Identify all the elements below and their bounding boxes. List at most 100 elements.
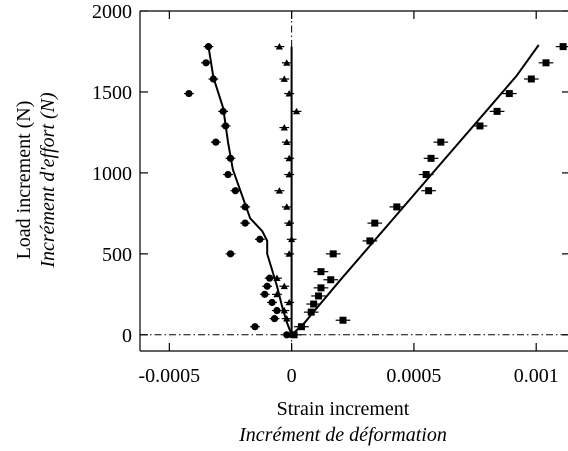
- y-axis-title: Load increment (N): [13, 101, 35, 260]
- data-point-triangle: [284, 170, 295, 178]
- axis-ticks-layer: 0 500 1000 1500 2000 -0.0005 0 0.0005 0.001: [92, 1, 568, 387]
- data-point-triangle: [272, 290, 282, 298]
- triangle-marker: [275, 187, 284, 194]
- square-marker: [339, 316, 347, 324]
- data-point-triangle: [279, 123, 290, 131]
- circle-marker: [251, 323, 259, 331]
- x-tick-label: 0: [287, 365, 297, 387]
- square-marker: [393, 203, 401, 211]
- data-point-square: [303, 308, 319, 316]
- circle-marker: [219, 107, 227, 115]
- y-tick-label: 500: [102, 244, 132, 266]
- triangle-marker: [273, 274, 281, 282]
- triangle-marker: [283, 138, 291, 146]
- triangle-marker: [285, 170, 293, 178]
- data-point-circle: [250, 323, 260, 331]
- circle-marker: [202, 59, 210, 67]
- series-line: [290, 44, 540, 336]
- triangle-marker: [280, 75, 288, 82]
- x-tick-label: 0.001: [514, 365, 559, 387]
- square-marker: [476, 122, 484, 130]
- data-point-triangle: [281, 203, 292, 210]
- x-tick-label: -0.0005: [139, 365, 201, 387]
- data-point-triangle: [286, 235, 297, 243]
- data-point-square: [335, 316, 351, 324]
- square-marker: [317, 268, 325, 276]
- data-point-square: [389, 203, 405, 211]
- data-point-circle: [262, 282, 273, 290]
- data-point-triangle: [281, 138, 292, 146]
- triangle-marker: [285, 154, 293, 162]
- data-point-circle: [225, 154, 236, 162]
- data-point-circle: [240, 219, 251, 227]
- y-axis-title-secondary: Incrément d'effort (N): [37, 92, 59, 269]
- square-marker: [542, 59, 550, 67]
- triangle-marker: [273, 290, 281, 298]
- data-point-circle: [230, 187, 241, 195]
- square-marker: [371, 219, 379, 227]
- y-tick-label: 1500: [92, 82, 132, 104]
- fit-lines-layer: [207, 44, 540, 336]
- data-point-square: [418, 171, 434, 179]
- circle-marker: [231, 187, 239, 195]
- triangle-marker: [285, 298, 293, 306]
- circle-marker: [270, 315, 279, 323]
- circle-marker: [204, 43, 213, 51]
- square-marker: [559, 43, 567, 51]
- circle-marker: [224, 170, 232, 179]
- triangle-marker: [275, 43, 284, 50]
- triangle-marker: [288, 235, 296, 243]
- data-point-square: [313, 268, 329, 276]
- data-point-circle: [267, 298, 277, 307]
- y-tick-label: 0: [122, 325, 132, 347]
- y-tick-label: 1000: [92, 163, 132, 185]
- data-point-circle: [259, 290, 270, 298]
- circle-marker: [241, 219, 249, 227]
- data-point-square: [367, 219, 383, 227]
- square-marker: [366, 237, 374, 245]
- data-point-triangle: [274, 43, 285, 50]
- data-point-square: [362, 237, 378, 245]
- data-point-triangle: [284, 154, 295, 162]
- data-point-square: [501, 90, 517, 98]
- series-line: [207, 46, 293, 336]
- data-point-circle: [208, 75, 219, 83]
- data-point-square: [306, 300, 321, 308]
- data-point-square: [555, 43, 568, 51]
- data-point-circle: [269, 315, 280, 323]
- data-point-triangle: [284, 250, 295, 257]
- triangle-marker: [280, 123, 288, 131]
- circle-marker: [263, 282, 271, 290]
- data-point-triangle: [284, 298, 295, 306]
- data-point-square: [311, 292, 326, 300]
- square-marker: [327, 276, 335, 284]
- y-tick-label: 2000: [92, 1, 132, 23]
- data-point-triangle: [284, 219, 295, 226]
- data-point-circle: [201, 59, 211, 67]
- data-point-triangle: [279, 282, 290, 290]
- data-point-square: [423, 154, 439, 162]
- data-point-circle: [184, 89, 194, 98]
- data-point-triangle: [281, 59, 292, 66]
- data-point-circle: [240, 203, 251, 211]
- data-point-square: [325, 250, 341, 258]
- data-point-circle: [218, 107, 229, 115]
- data-point-square: [538, 59, 554, 67]
- circle-marker: [261, 290, 269, 298]
- data-point-triangle: [279, 306, 290, 314]
- square-marker: [425, 187, 433, 195]
- square-marker: [493, 107, 501, 115]
- data-point-square: [323, 276, 339, 284]
- data-point-circle: [203, 43, 214, 51]
- data-point-square: [421, 187, 436, 195]
- data-point-square: [472, 122, 488, 130]
- square-marker: [437, 138, 445, 146]
- circle-marker: [226, 250, 235, 258]
- data-point-triangle: [274, 187, 285, 194]
- data-point-triangle: [291, 107, 302, 115]
- circle-marker: [266, 274, 274, 282]
- triangle-marker: [280, 306, 288, 314]
- square-marker: [329, 250, 337, 258]
- triangle-marker: [283, 315, 291, 322]
